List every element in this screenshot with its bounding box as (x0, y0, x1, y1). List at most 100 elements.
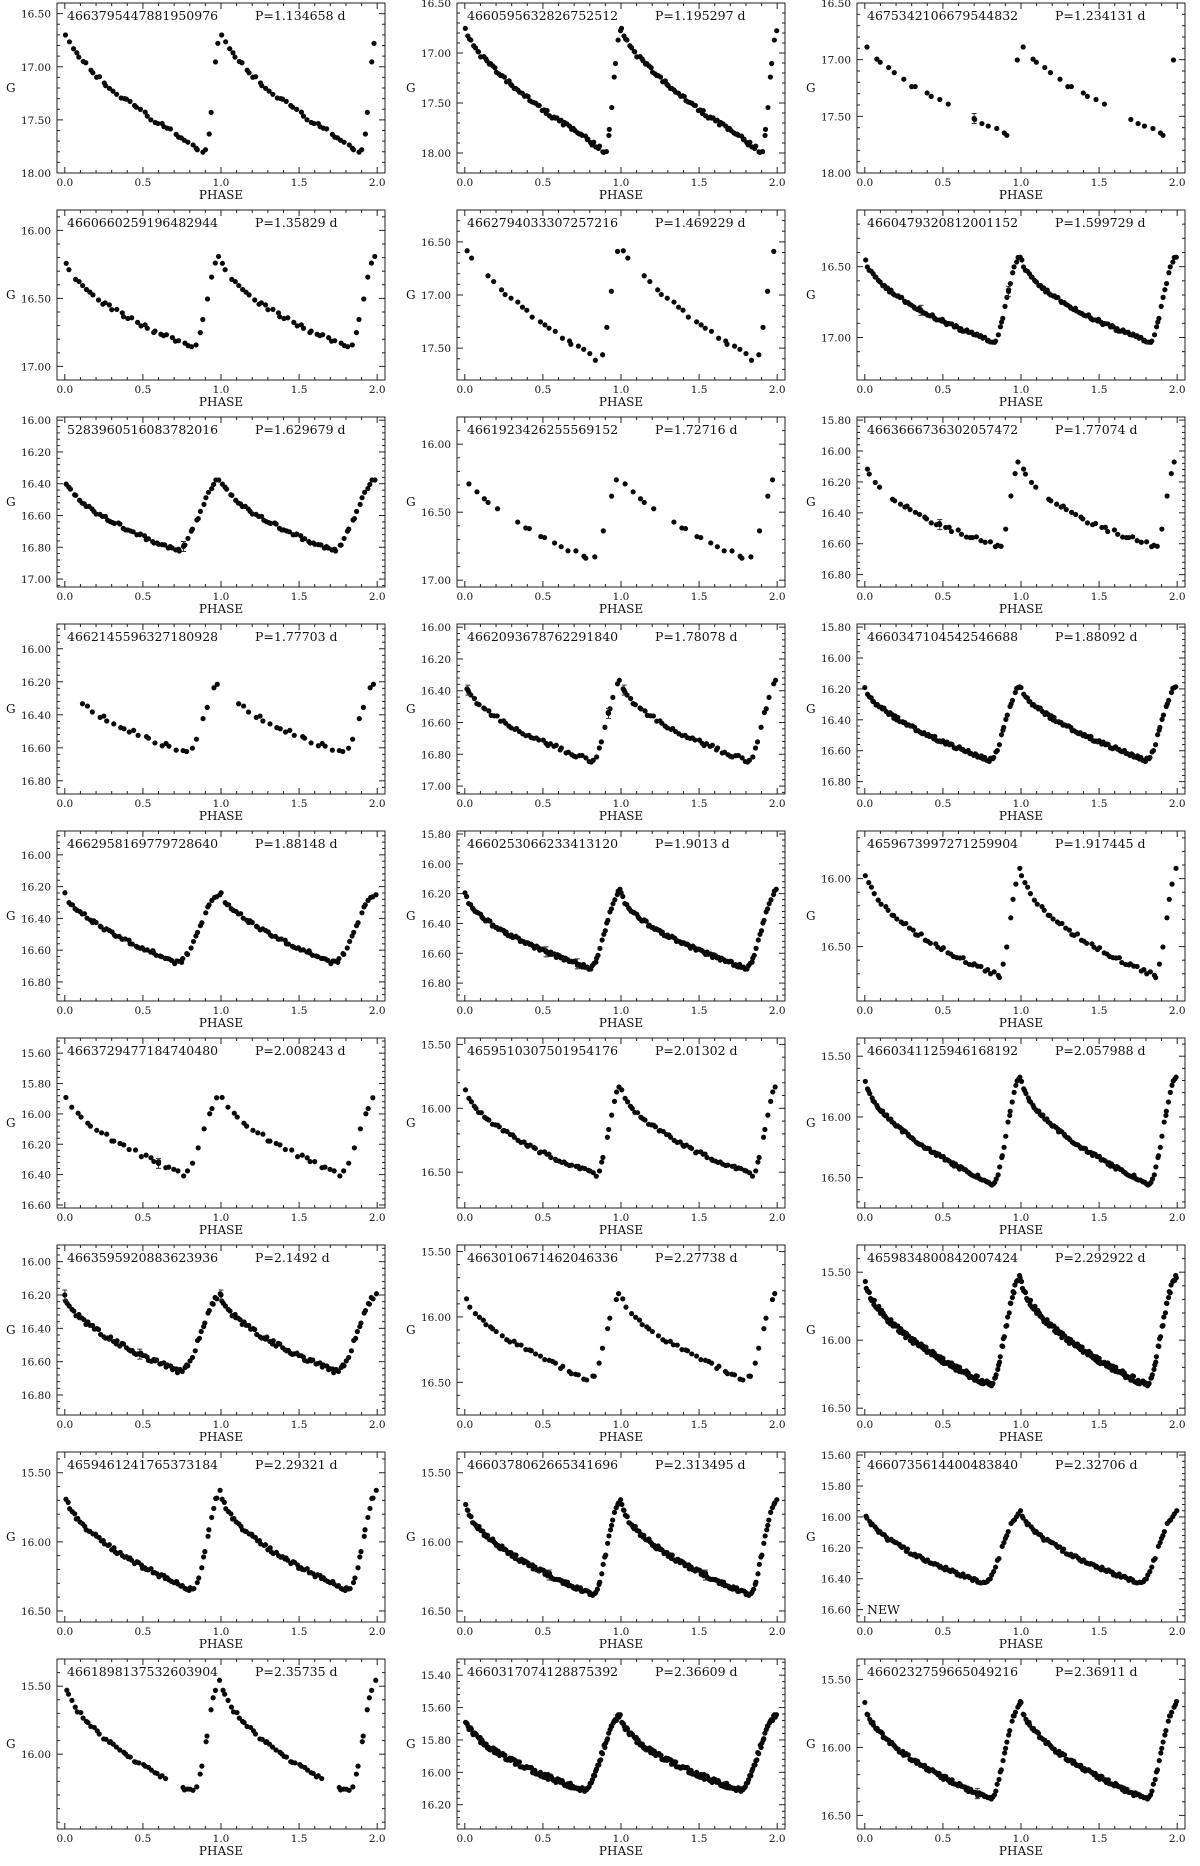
y-tick-label: 16.00 (421, 1312, 451, 1324)
data-point (923, 516, 930, 522)
light-curve-panel: 0.0 0.5 1.0 1.5 2.0 15.50 16.00 16.50 PHASE G 4659… (0, 1449, 400, 1656)
data-point (1021, 466, 1027, 472)
data-point (209, 274, 215, 280)
data-points (464, 248, 777, 363)
y-axis-label: G (406, 1323, 416, 1337)
x-axis-label: PHASE (599, 188, 643, 202)
data-point (636, 1317, 643, 1323)
x-tick-label: 2.0 (1169, 1212, 1186, 1224)
source-id-label: 4660341125946168192 (867, 1043, 1018, 1058)
data-point (974, 1373, 980, 1379)
data-point (212, 260, 218, 266)
data-point (762, 1126, 768, 1133)
data-point (731, 343, 738, 349)
data-point (716, 1363, 722, 1369)
period-label: P=1.88148 d (255, 836, 338, 851)
data-points (62, 32, 377, 155)
data-point (724, 1371, 731, 1377)
y-tick-label: 15.50 (421, 1247, 451, 1259)
data-point (481, 496, 487, 502)
data-point (355, 920, 361, 926)
data-point (1063, 506, 1069, 513)
data-point (592, 357, 598, 363)
y-tick-label: 16.00 (21, 1109, 51, 1121)
data-point (607, 1315, 613, 1321)
data-point (581, 346, 587, 352)
data-point (246, 70, 252, 76)
data-point (1051, 714, 1057, 721)
data-point (145, 735, 152, 741)
data-point (250, 1127, 256, 1133)
data-point (1141, 967, 1147, 973)
data-point (969, 534, 976, 541)
source-id-label: 4663010671462046336 (467, 1250, 618, 1265)
data-point (373, 1487, 379, 1493)
x-axis-label: PHASE (599, 1637, 643, 1651)
data-point (361, 296, 367, 302)
data-point (1001, 1144, 1007, 1150)
data-point (774, 28, 780, 34)
y-tick-label: 17.00 (421, 781, 451, 793)
data-point (176, 548, 182, 554)
data-point (606, 1126, 612, 1133)
light-curve-plot: 0.0 0.5 1.0 1.5 2.0 16.50 17.00 17.50 18.00 PHASE… (6, 2, 386, 202)
data-point (772, 1291, 778, 1297)
data-point (1013, 1082, 1019, 1088)
data-point (1084, 93, 1090, 99)
data-point (637, 496, 644, 502)
period-label: P=1.88092 d (1055, 629, 1138, 644)
data-point (494, 713, 500, 719)
data-point (148, 1566, 154, 1572)
data-point (671, 519, 677, 525)
data-point (987, 539, 994, 545)
y-tick-label: 16.00 (21, 225, 51, 237)
data-point (1105, 528, 1111, 535)
data-point (871, 1297, 877, 1303)
error-bar (465, 684, 471, 696)
source-id-label: 4659834800842007424 (867, 1250, 1018, 1265)
x-tick-label: 1.5 (291, 798, 308, 810)
data-point (63, 260, 69, 266)
x-tick-label: 1.0 (613, 1419, 630, 1431)
data-point (1130, 534, 1136, 540)
data-point (285, 1557, 291, 1563)
data-point (1054, 501, 1060, 507)
data-point (945, 101, 951, 107)
data-point (283, 98, 289, 104)
data-point (884, 1112, 890, 1118)
x-tick-label: 1.0 (1013, 1005, 1030, 1017)
x-tick-label: 2.0 (769, 177, 786, 189)
data-point (764, 288, 771, 294)
data-point (263, 85, 269, 91)
data-point (587, 350, 593, 357)
data-point (482, 706, 488, 712)
data-point (291, 732, 297, 738)
data-point (298, 109, 304, 115)
x-tick-label: 0.5 (935, 177, 952, 189)
data-point (998, 543, 1004, 549)
data-point (141, 533, 148, 539)
data-point (475, 49, 482, 55)
data-point (1073, 511, 1079, 518)
data-point (169, 335, 176, 341)
data-point (518, 1342, 524, 1348)
data-point (358, 1320, 364, 1326)
data-point (466, 481, 472, 487)
data-point (202, 1549, 208, 1555)
y-tick-label: 16.50 (421, 1606, 451, 1618)
data-point (608, 906, 615, 912)
x-tick-label: 0.5 (535, 1419, 552, 1431)
data-point (108, 1334, 114, 1340)
data-point (219, 32, 225, 38)
data-point (639, 1322, 645, 1328)
data-point (603, 148, 610, 155)
y-tick-label: 16.50 (821, 1173, 851, 1185)
data-point (301, 536, 308, 542)
error-bar (137, 1348, 143, 1360)
data-point (632, 1523, 638, 1530)
data-point (771, 248, 777, 254)
data-point (329, 747, 335, 753)
period-label: P=1.195297 d (655, 8, 746, 23)
data-point (753, 945, 759, 951)
data-point (885, 64, 892, 71)
